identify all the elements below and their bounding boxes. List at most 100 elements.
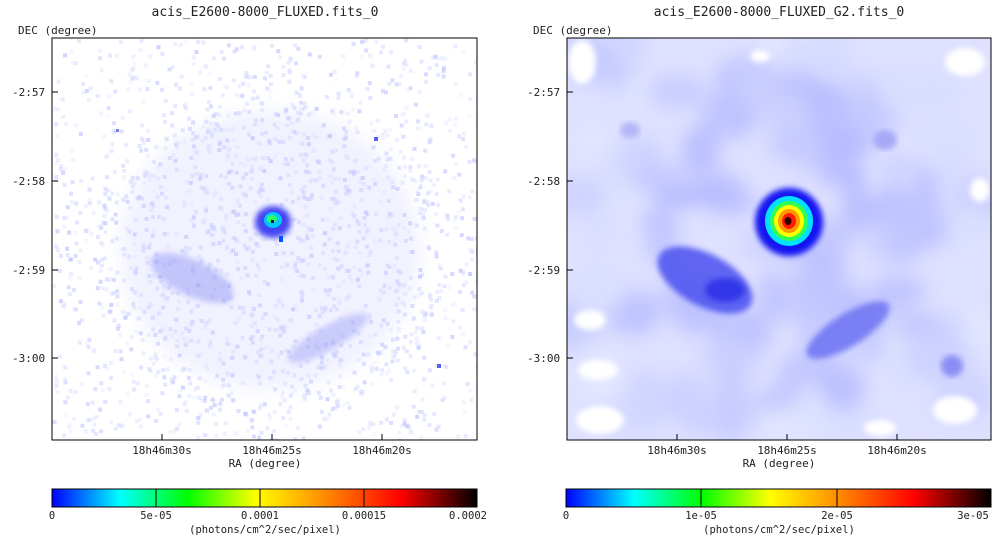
noise-pixel [472, 307, 477, 312]
noise-pixel [335, 403, 340, 408]
noise-pixel [423, 163, 428, 168]
noise-pixel [134, 329, 139, 334]
noise-pixel [402, 421, 407, 426]
noise-pixel [92, 348, 97, 353]
noise-pixel [324, 416, 329, 421]
noise-pixel [453, 44, 458, 49]
noise-pixel [208, 86, 213, 90]
background-mottle [648, 75, 707, 108]
noise-pixel [107, 94, 112, 99]
noise-pixel [84, 73, 89, 78]
noise-pixel [62, 182, 67, 187]
noise-pixel [214, 433, 219, 438]
noise-pixel [287, 68, 292, 73]
noise-pixel [90, 176, 95, 181]
noise-pixel [422, 413, 427, 418]
noise-pixel [202, 408, 207, 413]
noise-pixel [461, 270, 466, 275]
y-tick-label: -2:57 [12, 86, 45, 99]
noise-pixel [234, 431, 239, 436]
noise-pixel [443, 274, 448, 279]
noise-pixel [184, 399, 188, 404]
colorbar: 0 1e-05 2e-05 3e-05 (photons/cm^2/sec/pi… [563, 488, 992, 536]
noise-pixel [328, 388, 333, 393]
noise-pixel [129, 335, 134, 340]
noise-pixel [56, 107, 61, 112]
noise-pixel [217, 112, 222, 117]
noise-pixel [89, 266, 94, 270]
noise-pixel [435, 290, 439, 294]
noise-pixel [115, 270, 120, 275]
noise-pixel [88, 86, 93, 91]
noise-pixel [169, 357, 173, 362]
noise-pixel [327, 412, 332, 417]
noise-pixel [412, 368, 417, 373]
noise-pixel [316, 390, 321, 395]
noise-pixel [105, 208, 109, 213]
colorbar-tick-label: 0.0001 [241, 510, 279, 522]
colorbar-tick-label: 0 [49, 510, 55, 522]
noise-pixel [422, 417, 427, 422]
noise-pixel [203, 395, 208, 400]
noise-pixel [436, 72, 441, 77]
noise-pixel [410, 177, 415, 182]
noise-pixel [52, 284, 57, 289]
noise-pixel [351, 42, 356, 47]
noise-pixel [468, 388, 473, 393]
noise-pixel [213, 422, 218, 427]
noise-pixel [454, 161, 458, 166]
noise-pixel [109, 79, 114, 84]
noise-pixel [155, 369, 160, 374]
noise-pixel [189, 81, 194, 86]
noise-pixel [148, 368, 153, 373]
noise-pixel [434, 250, 439, 255]
background-mottle [946, 208, 991, 257]
noise-pixel [463, 434, 468, 439]
noise-pixel [113, 349, 118, 354]
noise-pixel [357, 109, 362, 114]
noise-pixel [64, 413, 69, 417]
noise-pixel [408, 86, 413, 91]
noise-pixel [125, 341, 130, 346]
noise-pixel [395, 138, 399, 143]
noise-pixel [414, 336, 419, 341]
noise-pixel [405, 370, 410, 375]
noise-pixel [145, 87, 150, 92]
noise-pixel [251, 89, 256, 94]
noise-pixel [119, 40, 124, 45]
noise-pixel [380, 136, 385, 141]
noise-pixel [318, 395, 323, 400]
noise-pixel [369, 121, 374, 126]
noise-pixel [211, 113, 216, 118]
noise-pixel [458, 289, 463, 294]
noise-pixel [154, 145, 159, 150]
colorbar: 0 5e-05 0.0001 0.00015 0.0002 (photons/c… [49, 488, 487, 536]
noise-pixel [420, 272, 425, 277]
noise-pixel [240, 94, 245, 98]
noise-pixel [131, 379, 136, 384]
noise-pixel [428, 178, 433, 183]
noise-pixel [458, 325, 463, 330]
noise-pixel [221, 93, 226, 98]
noise-pixel [339, 109, 343, 114]
noise-pixel [81, 90, 86, 95]
x-tick-label: 18h46m20s [352, 444, 412, 457]
noise-pixel [73, 253, 78, 258]
noise-pixel [73, 390, 78, 395]
noise-pixel [421, 330, 426, 335]
noise-pixel [396, 346, 401, 351]
noise-pixel [72, 307, 77, 312]
noise-pixel [114, 200, 119, 205]
noise-pixel [464, 144, 469, 149]
x-tick-label: 18h46m30s [132, 444, 192, 457]
noise-pixel [79, 382, 84, 386]
noise-pixel [341, 403, 346, 408]
noise-pixel [201, 40, 206, 45]
noise-pixel [130, 184, 135, 189]
noise-pixel [217, 76, 222, 81]
noise-pixel [156, 45, 161, 50]
noise-pixel [54, 214, 59, 219]
noise-pixel [427, 368, 432, 373]
noise-pixel [380, 342, 385, 347]
point-source [755, 188, 823, 256]
